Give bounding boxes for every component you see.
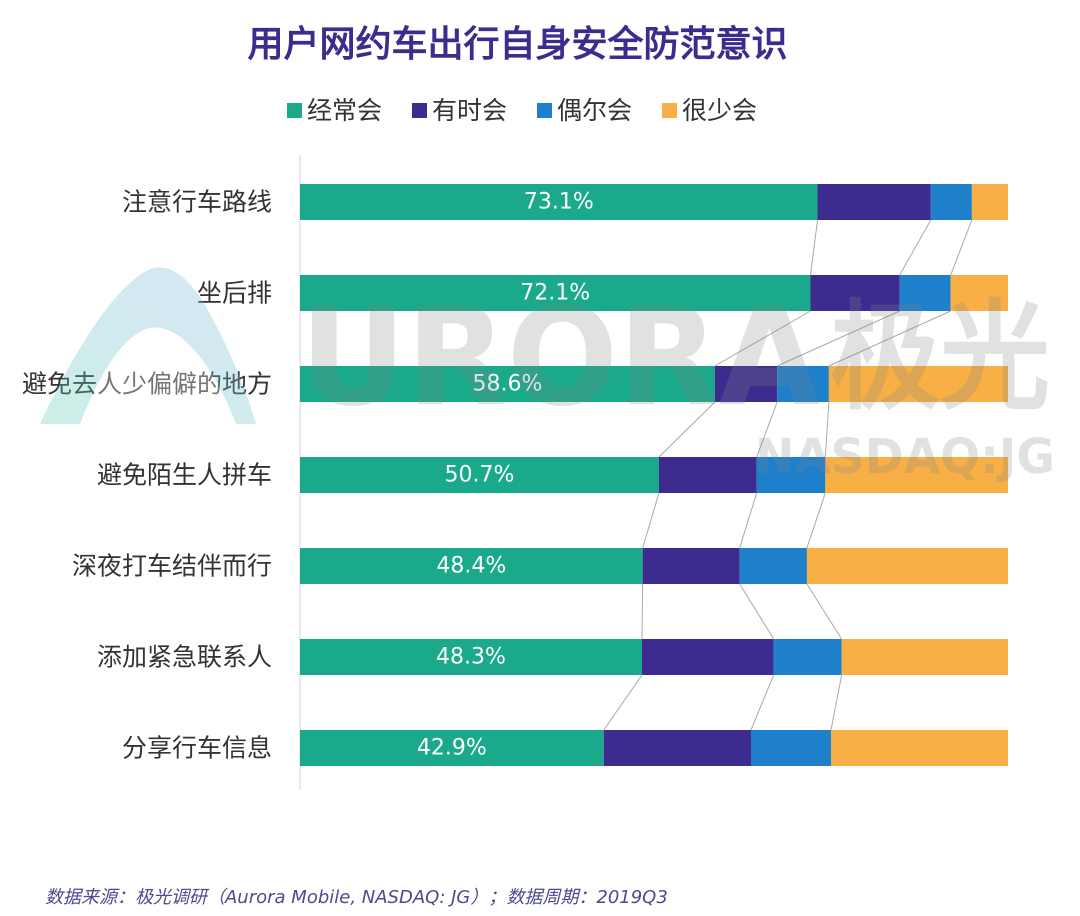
chart-title: 用户网约车出行自身安全防范意识 xyxy=(247,24,788,65)
series-lines xyxy=(603,219,973,731)
bar-segment-often xyxy=(300,366,715,402)
bar-segment-often xyxy=(300,457,659,493)
series-connector-line xyxy=(828,310,951,367)
data-label: 58.6% xyxy=(472,372,542,397)
series-connector-line xyxy=(806,583,843,640)
bar-segment-rarely xyxy=(831,730,1008,766)
series-connector-line xyxy=(739,492,758,549)
data-label: 48.3% xyxy=(436,645,506,670)
bar-segment-often xyxy=(300,184,818,220)
bar-segment-sometimes xyxy=(658,457,757,493)
bar-segment-rarely xyxy=(841,639,1008,675)
legend-marker-sometimes xyxy=(412,103,427,118)
series-connector-line xyxy=(750,674,775,731)
bar-row: 注意行车路线 73.1% xyxy=(122,184,1008,220)
data-label: 73.1% xyxy=(524,190,594,215)
series-connector-line xyxy=(776,310,900,367)
data-label: 48.4% xyxy=(436,554,506,579)
series-connector-line xyxy=(809,219,819,276)
bar-segment-sometimes xyxy=(641,639,774,675)
category-label: 避免去人少偏僻的地方 xyxy=(22,370,272,399)
bar-segment-rarely xyxy=(971,184,1008,220)
series-connector-line xyxy=(642,492,660,549)
bar-segment-occasionally xyxy=(739,548,807,584)
category-label: 深夜打车结伴而行 xyxy=(72,552,272,581)
bar-segment-rarely xyxy=(806,548,1008,584)
bar-row: 避免陌生人拼车 50.7% xyxy=(97,457,1008,493)
bar-segment-often xyxy=(300,275,811,311)
series-connector-line xyxy=(756,401,778,458)
series-connector-line xyxy=(603,674,643,731)
bar-segment-often xyxy=(300,730,604,766)
bar-segment-occasionally xyxy=(899,275,951,311)
series-connector-line xyxy=(950,219,973,276)
legend-marker-rarely xyxy=(662,103,677,118)
bar-row: 分享行车信息 42.9% xyxy=(122,730,1008,766)
legend-marker-often xyxy=(287,103,302,118)
series-connector-line xyxy=(641,583,644,640)
series-connector-line xyxy=(714,310,811,367)
bar-segment-occasionally xyxy=(777,366,829,402)
data-label: 50.7% xyxy=(445,463,515,488)
category-label: 分享行车信息 xyxy=(122,734,272,763)
series-connector-line xyxy=(739,583,775,640)
bar-segment-sometimes xyxy=(810,275,900,311)
category-label: 避免陌生人拼车 xyxy=(97,461,272,490)
legend-label-often: 经常会 xyxy=(307,96,382,125)
data-source-note: 数据来源：极光调研（Aurora Mobile, NASDAQ: JG）；数据周… xyxy=(45,887,668,908)
bar-segment-occasionally xyxy=(756,457,826,493)
bar-row: 坐后排 72.1% xyxy=(197,275,1008,311)
legend-label-occasionally: 偶尔会 xyxy=(557,96,632,125)
bar-row: 添加紧急联系人 48.3% xyxy=(97,639,1008,675)
legend-label-sometimes: 有时会 xyxy=(432,96,507,125)
data-label: 42.9% xyxy=(417,736,487,761)
bar-segment-rarely xyxy=(950,275,1008,311)
bar-segment-sometimes xyxy=(642,548,740,584)
bar-segment-often xyxy=(300,639,642,675)
bar-segment-rarely xyxy=(828,366,1008,402)
bar-segment-rarely xyxy=(825,457,1008,493)
bar-row: 避免去人少偏僻的地方 58.6% xyxy=(22,366,1008,402)
data-label: 72.1% xyxy=(520,281,590,306)
category-label: 添加紧急联系人 xyxy=(97,643,272,672)
bar-segment-occasionally xyxy=(773,639,842,675)
series-connector-line xyxy=(658,401,716,458)
series-connector-line xyxy=(806,492,826,549)
legend-label-rarely: 很少会 xyxy=(682,96,757,125)
bar-segment-sometimes xyxy=(714,366,778,402)
category-label: 注意行车路线 xyxy=(122,188,272,217)
bar-segment-sometimes xyxy=(603,730,751,766)
series-connector-line xyxy=(830,674,843,731)
bar-segment-sometimes xyxy=(817,184,931,220)
category-label: 坐后排 xyxy=(197,279,272,308)
bar-row: 深夜打车结伴而行 48.4% xyxy=(72,548,1008,584)
bar-segment-often xyxy=(300,548,643,584)
legend: 经常会 有时会 偶尔会 很少会 xyxy=(287,96,757,125)
series-connector-line xyxy=(824,401,830,458)
bar-segment-occasionally xyxy=(930,184,972,220)
series-connector-line xyxy=(899,219,932,276)
legend-marker-occasionally xyxy=(537,103,552,118)
bar-segment-occasionally xyxy=(750,730,831,766)
